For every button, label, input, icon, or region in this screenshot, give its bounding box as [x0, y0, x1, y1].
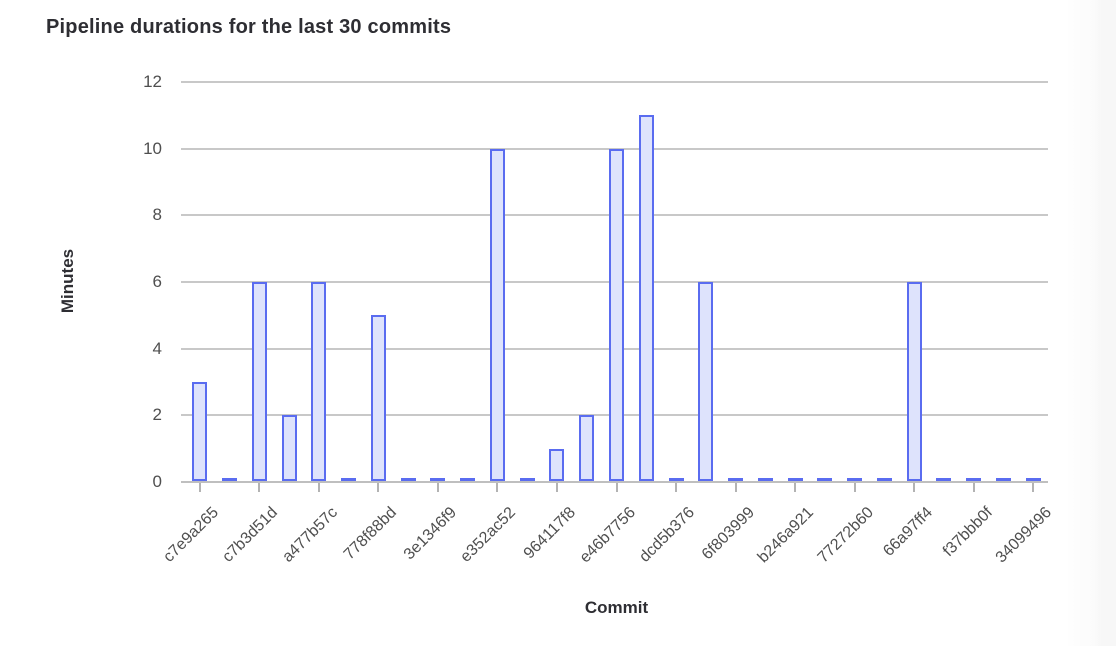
- commit-duration-zero-bar[interactable]: [876, 478, 892, 481]
- commit-duration-bar[interactable]: [370, 315, 386, 481]
- x-axis-tick: [377, 483, 380, 492]
- y-axis-title: Minutes: [58, 248, 77, 314]
- commit-duration-zero-bar[interactable]: [1025, 478, 1041, 481]
- commit-duration-bar[interactable]: [489, 148, 505, 481]
- x-axis-tick: [198, 483, 201, 492]
- commit-duration-bar[interactable]: [549, 448, 565, 481]
- commit-duration-bar[interactable]: [638, 115, 654, 481]
- y-tick-label: 8: [152, 205, 162, 225]
- y-tick-label: 6: [152, 272, 162, 291]
- x-axis-tick: [258, 483, 261, 492]
- x-axis-tick: [913, 483, 916, 492]
- commit-duration-zero-bar[interactable]: [460, 478, 476, 481]
- commit-duration-bar[interactable]: [281, 415, 297, 481]
- x-axis-tick: [734, 483, 737, 492]
- commit-duration-bar[interactable]: [251, 282, 267, 481]
- commit-duration-zero-bar[interactable]: [341, 478, 357, 481]
- x-axis-tick: [436, 483, 439, 492]
- commit-duration-zero-bar[interactable]: [936, 478, 952, 481]
- x-axis-tick: [555, 483, 558, 492]
- x-axis-title: Commit: [584, 598, 649, 617]
- commit-duration-zero-bar[interactable]: [222, 478, 238, 481]
- page-background-strip: [1068, 0, 1116, 646]
- x-axis-tick: [972, 483, 975, 492]
- x-axis-tick: [675, 483, 678, 492]
- commit-duration-zero-bar[interactable]: [847, 478, 863, 481]
- commit-duration-zero-bar[interactable]: [995, 478, 1011, 481]
- y-tick-label: 10: [143, 138, 162, 158]
- commit-label: c7e9a265: [160, 504, 222, 566]
- x-axis-tick: [853, 483, 856, 492]
- x-axis-tick: [794, 483, 797, 492]
- commit-duration-zero-bar[interactable]: [400, 478, 416, 481]
- commit-duration-zero-bar[interactable]: [757, 478, 773, 481]
- commit-duration-bar[interactable]: [698, 282, 714, 481]
- commit-duration-zero-bar[interactable]: [519, 478, 535, 481]
- y-tick-label: 12: [143, 72, 162, 91]
- commit-duration-zero-bar[interactable]: [817, 478, 833, 481]
- commit-duration-zero-bar[interactable]: [668, 478, 684, 481]
- x-axis-tick: [496, 483, 499, 492]
- commit-duration-bar[interactable]: [609, 148, 624, 481]
- x-axis-tick: [615, 483, 618, 492]
- chart-title: Pipeline durations for the last 30 commi…: [46, 16, 452, 38]
- commit-duration-bar[interactable]: [192, 382, 208, 481]
- x-axis-line: [181, 481, 1048, 483]
- commit-duration-zero-bar[interactable]: [430, 478, 446, 481]
- commit-duration-zero-bar[interactable]: [728, 478, 744, 481]
- commit-duration-zero-bar[interactable]: [966, 478, 982, 481]
- commit-duration-bar[interactable]: [311, 282, 327, 481]
- gridline: [181, 81, 1048, 83]
- y-tick-label: 2: [152, 405, 162, 425]
- y-tick-label: 4: [152, 338, 162, 358]
- y-tick-label: 0: [152, 472, 162, 491]
- commit-duration-bar[interactable]: [579, 415, 595, 481]
- x-axis-tick: [1032, 483, 1035, 492]
- commit-duration-zero-bar[interactable]: [787, 478, 803, 481]
- x-axis-tick: [317, 483, 320, 492]
- commit-duration-bar[interactable]: [906, 282, 922, 481]
